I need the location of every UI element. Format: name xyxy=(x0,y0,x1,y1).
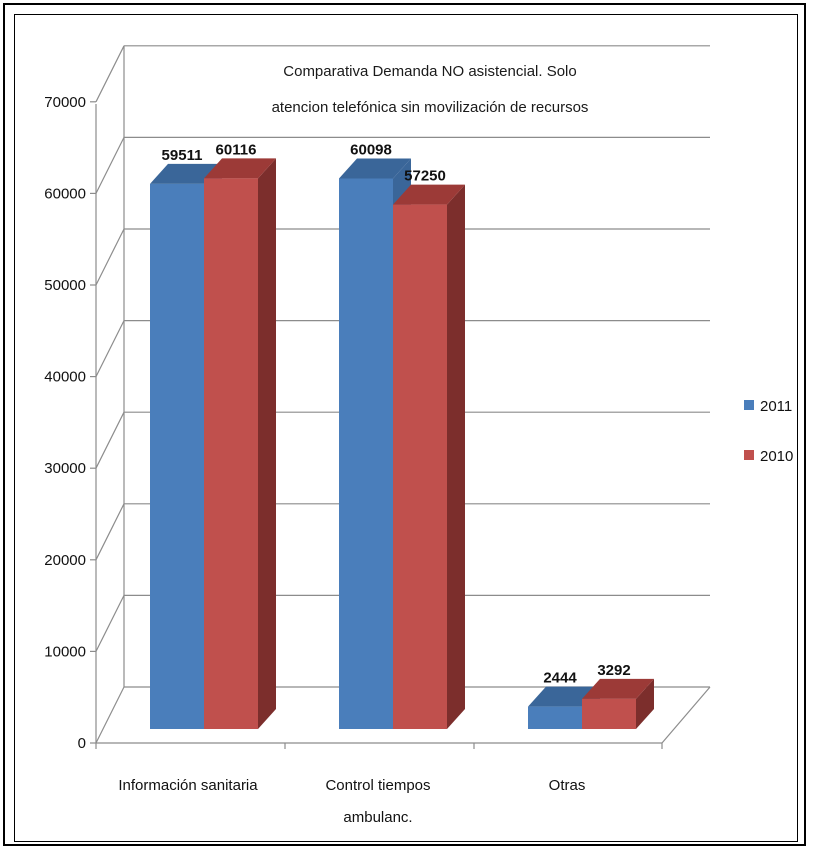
bar xyxy=(582,698,636,729)
gridline-slant xyxy=(95,503,125,561)
bar-side xyxy=(258,158,276,730)
chart-title-line-2: atencion telefónica sin movilización de … xyxy=(272,99,589,116)
bar xyxy=(393,204,447,730)
bar-side xyxy=(447,184,465,730)
y-tick-label: 20000 xyxy=(44,552,86,569)
legend-swatch xyxy=(744,450,754,460)
data-label: 57250 xyxy=(404,168,446,185)
x-tick-label: ambulanc. xyxy=(343,809,412,826)
legend-swatch xyxy=(744,400,754,410)
chart-title-line-1: Comparativa Demanda NO asistencial. Solo xyxy=(283,63,576,80)
legend: 2011 2010 xyxy=(744,398,793,465)
axes: 0 10000 20000 30000 40000 50000 60000 70000 Info… xyxy=(44,45,663,826)
bar xyxy=(204,178,258,730)
bar xyxy=(150,183,204,729)
y-tick-label: 50000 xyxy=(44,277,86,294)
bar-top xyxy=(339,158,411,179)
data-label: 60098 xyxy=(350,142,392,159)
data-label: 59511 xyxy=(162,147,203,164)
y-tick-label: 60000 xyxy=(44,185,86,202)
x-tick-label: Información sanitaria xyxy=(118,777,258,794)
legend-label: 2010 xyxy=(760,448,793,465)
y-tick-label: 10000 xyxy=(44,643,86,660)
bar-top xyxy=(393,184,465,205)
gridline-slant xyxy=(95,411,125,469)
x-tick-label: Control tiempos xyxy=(325,777,430,794)
gridline-slant xyxy=(95,595,125,652)
y-tick-label: 40000 xyxy=(44,369,86,386)
gridline-slant xyxy=(95,45,125,103)
floor-right-edge xyxy=(661,686,711,744)
x-tick-label: Otras xyxy=(549,777,586,794)
data-labels: 59511 60116 60098 57250 2444 3292 xyxy=(162,141,631,686)
data-label: 60116 xyxy=(216,141,257,158)
bar-top xyxy=(204,158,276,179)
bar-top xyxy=(582,678,654,699)
bars xyxy=(150,158,654,730)
data-label: 3292 xyxy=(597,662,630,679)
data-label: 2444 xyxy=(543,670,577,687)
chart-title: Comparativa Demanda NO asistencial. Solo… xyxy=(272,63,589,116)
bar xyxy=(339,178,393,729)
y-tick-label: 0 xyxy=(78,735,86,752)
gridline-slant xyxy=(95,686,125,744)
chart-area xyxy=(14,14,798,842)
bar xyxy=(528,706,582,729)
bar-side xyxy=(636,678,654,729)
y-tick-label: 70000 xyxy=(44,94,86,111)
legend-label: 2011 xyxy=(760,398,792,415)
gridline-slant xyxy=(95,137,125,194)
gridline-slant xyxy=(95,320,125,377)
gridline-slant xyxy=(95,228,125,286)
y-tick-label: 30000 xyxy=(44,460,86,477)
